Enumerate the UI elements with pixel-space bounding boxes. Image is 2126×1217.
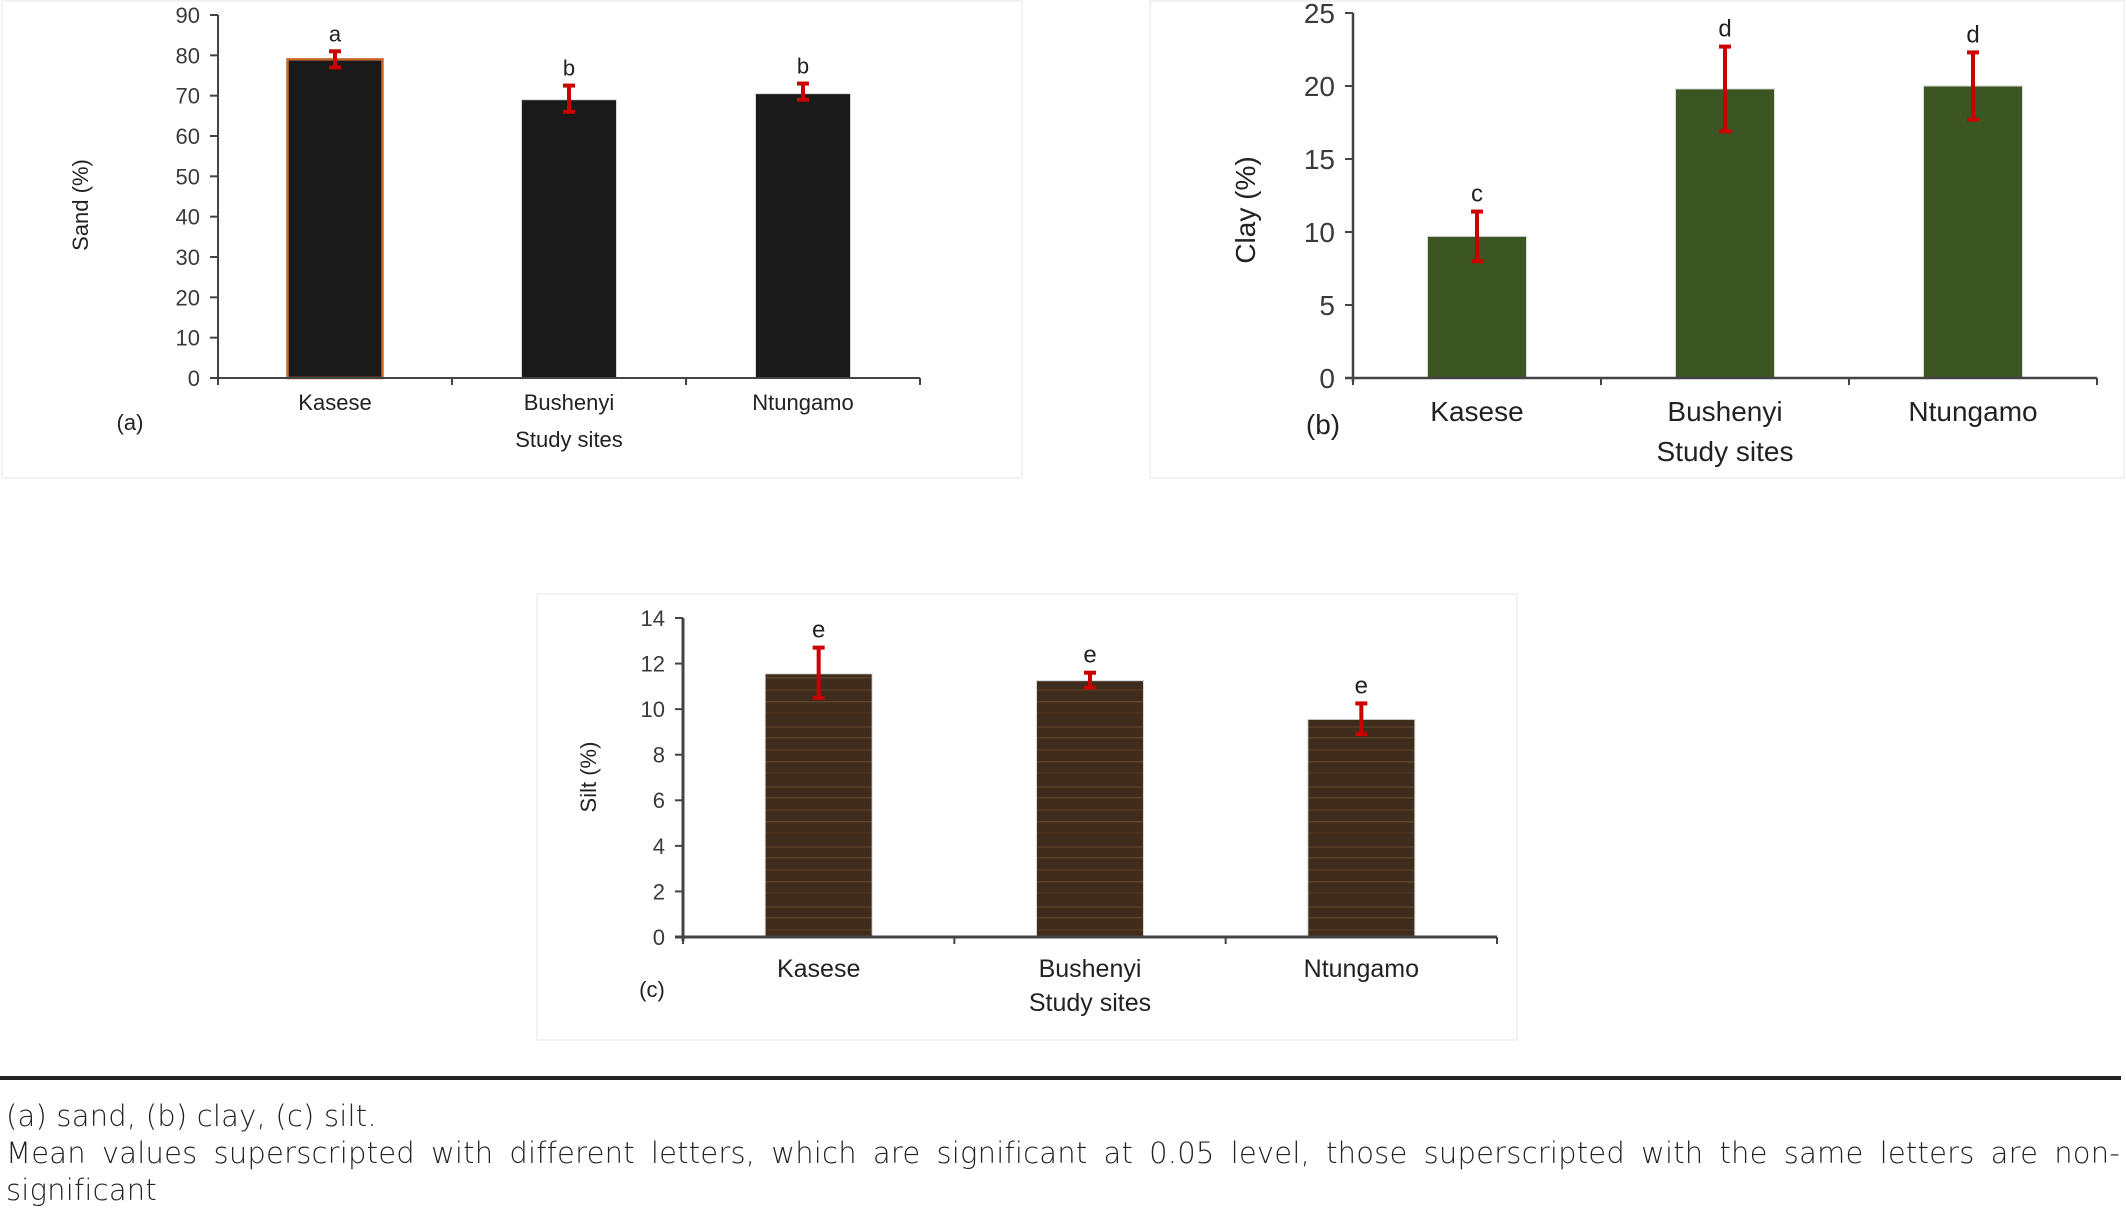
sand-chart: 0 10 20 30 40 50 60 70 80 90 a Kasese b Bushenyi b Ntun…	[68, 3, 921, 452]
y-tick-label: 15	[1304, 144, 1335, 175]
y-tick-label: 14	[641, 606, 665, 631]
y-axis-title: Clay (%)	[1230, 156, 1261, 263]
x-category-label: Kasese	[777, 955, 860, 983]
panel-c-frame	[536, 593, 1518, 1041]
panel-b-frame	[1149, 0, 2125, 479]
y-tick-label: 10	[641, 697, 665, 722]
figure-canvas: 0102030405060708090aKasesebBushenyibNtun…	[1, 0, 2125, 1041]
y-tick-label: 2	[653, 879, 665, 904]
y-tick-label: 25	[1304, 0, 1335, 29]
bar-ntungamo	[1307, 718, 1416, 938]
y-tick-label: 30	[176, 245, 200, 270]
footnote-line-1: (a) sand, (b) clay, (c) silt.	[6, 1099, 377, 1133]
footnote-separator	[0, 1076, 2121, 1080]
y-axis-title: Sand (%)	[68, 159, 93, 251]
y-tick-label: 80	[176, 43, 200, 68]
significance-letter: d	[1718, 16, 1731, 43]
x-category-label: Kasese	[298, 390, 371, 415]
y-tick-label: 10	[176, 326, 200, 351]
bar-kasese	[764, 673, 873, 938]
bar-bushenyi	[1036, 680, 1144, 938]
panel-a-frame	[1, 0, 1023, 479]
significance-letter: b	[563, 56, 575, 81]
panel-label: (a)	[117, 410, 144, 435]
x-axis-title: Study sites	[1029, 989, 1151, 1017]
significance-letter: e	[812, 617, 825, 644]
y-tick-label: 10	[1304, 217, 1335, 248]
significance-letter: d	[1966, 21, 1979, 48]
footnote-line-2: Mean values superscripted with different…	[6, 1136, 2120, 1207]
y-tick-label: 50	[176, 164, 200, 189]
significance-letter: a	[329, 21, 342, 46]
significance-letter: e	[1083, 642, 1096, 669]
significance-letter: c	[1471, 181, 1483, 208]
bar-ntungamo	[755, 93, 851, 379]
bar-ntungamo	[1923, 85, 2023, 379]
y-tick-label: 5	[1319, 290, 1335, 321]
y-tick-label: 0	[1319, 363, 1335, 394]
x-category-label: Ntungamo	[1908, 396, 2037, 427]
y-tick-label: 4	[653, 834, 665, 859]
y-tick-label: 70	[176, 84, 200, 109]
bar-bushenyi	[1675, 88, 1775, 379]
x-category-label: Ntungamo	[1304, 955, 1419, 983]
significance-letter: e	[1355, 672, 1368, 699]
bar-kasese	[286, 58, 384, 380]
y-tick-label: 60	[176, 124, 200, 149]
x-axis-title: Study sites	[515, 427, 623, 452]
y-tick-label: 0	[653, 925, 665, 950]
panel-label: (c)	[639, 977, 665, 1002]
y-tick-label: 20	[176, 285, 200, 310]
y-tick-label: 6	[653, 788, 665, 813]
panel-label: (b)	[1306, 409, 1340, 440]
y-tick-label: 40	[176, 205, 200, 230]
x-category-label: Ntungamo	[752, 390, 854, 415]
x-category-label: Kasese	[1430, 396, 1523, 427]
bar-bushenyi	[521, 99, 617, 379]
y-tick-label: 0	[188, 366, 200, 391]
x-axis-title: Study sites	[1657, 436, 1794, 467]
y-tick-label: 90	[176, 3, 200, 28]
silt-chart: 0 2 4 6 8 10 12 14 e Kasese e Bushenyi e Ntungamo Stud…	[576, 606, 1498, 1017]
clay-chart: 0 5 10 15 20 25 c Kasese d Bushenyi d Ntungamo Study…	[1230, 0, 2098, 467]
y-tick-label: 8	[653, 743, 665, 768]
x-category-label: Bushenyi	[1667, 396, 1782, 427]
y-tick-label: 20	[1304, 71, 1335, 102]
x-category-label: Bushenyi	[1039, 955, 1142, 983]
y-tick-label: 12	[641, 651, 665, 676]
x-category-label: Bushenyi	[524, 390, 615, 415]
significance-letter: b	[797, 54, 809, 79]
y-axis-title: Silt (%)	[576, 742, 601, 813]
